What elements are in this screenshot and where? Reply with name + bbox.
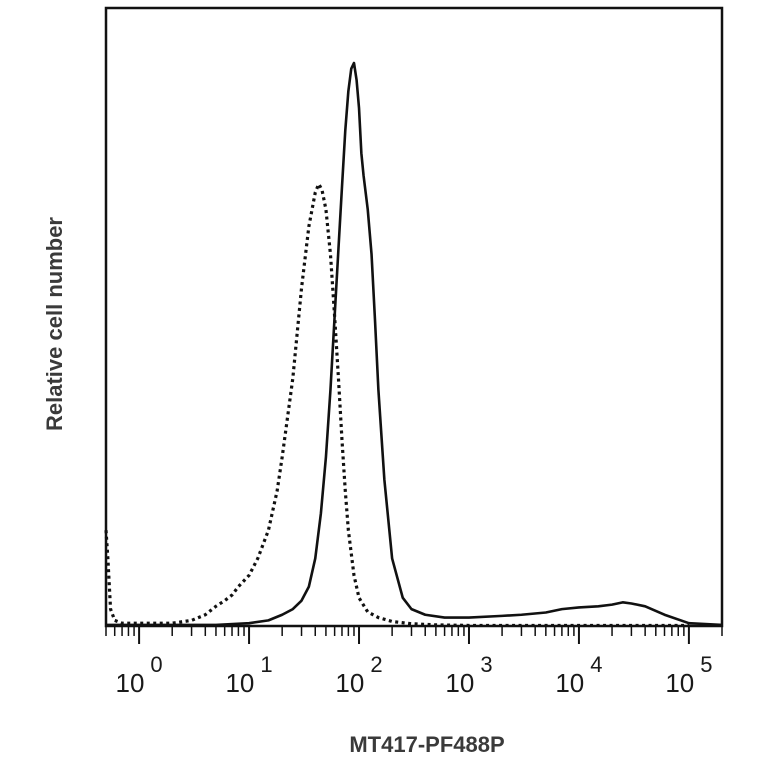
x-tick-label: 104 [555, 652, 602, 698]
x-tick-label: 101 [225, 652, 272, 698]
x-tick-label: 103 [445, 652, 492, 698]
x-tick-label: 100 [116, 652, 163, 698]
y-axis-title: Relative cell number [42, 217, 67, 431]
x-axis-tick-labels: 100 101 102 103 104 105 [116, 652, 713, 698]
x-axis-ticks [105, 626, 723, 644]
series-layer [104, 61, 723, 628]
x-tick-label: 105 [665, 652, 712, 698]
x-axis-title: MT417-PF488P [349, 732, 504, 757]
x-tick-label: 102 [335, 652, 382, 698]
dotted-histogram-line [104, 182, 689, 628]
plot-frame [104, 6, 724, 628]
solid-histogram-line [106, 61, 723, 627]
